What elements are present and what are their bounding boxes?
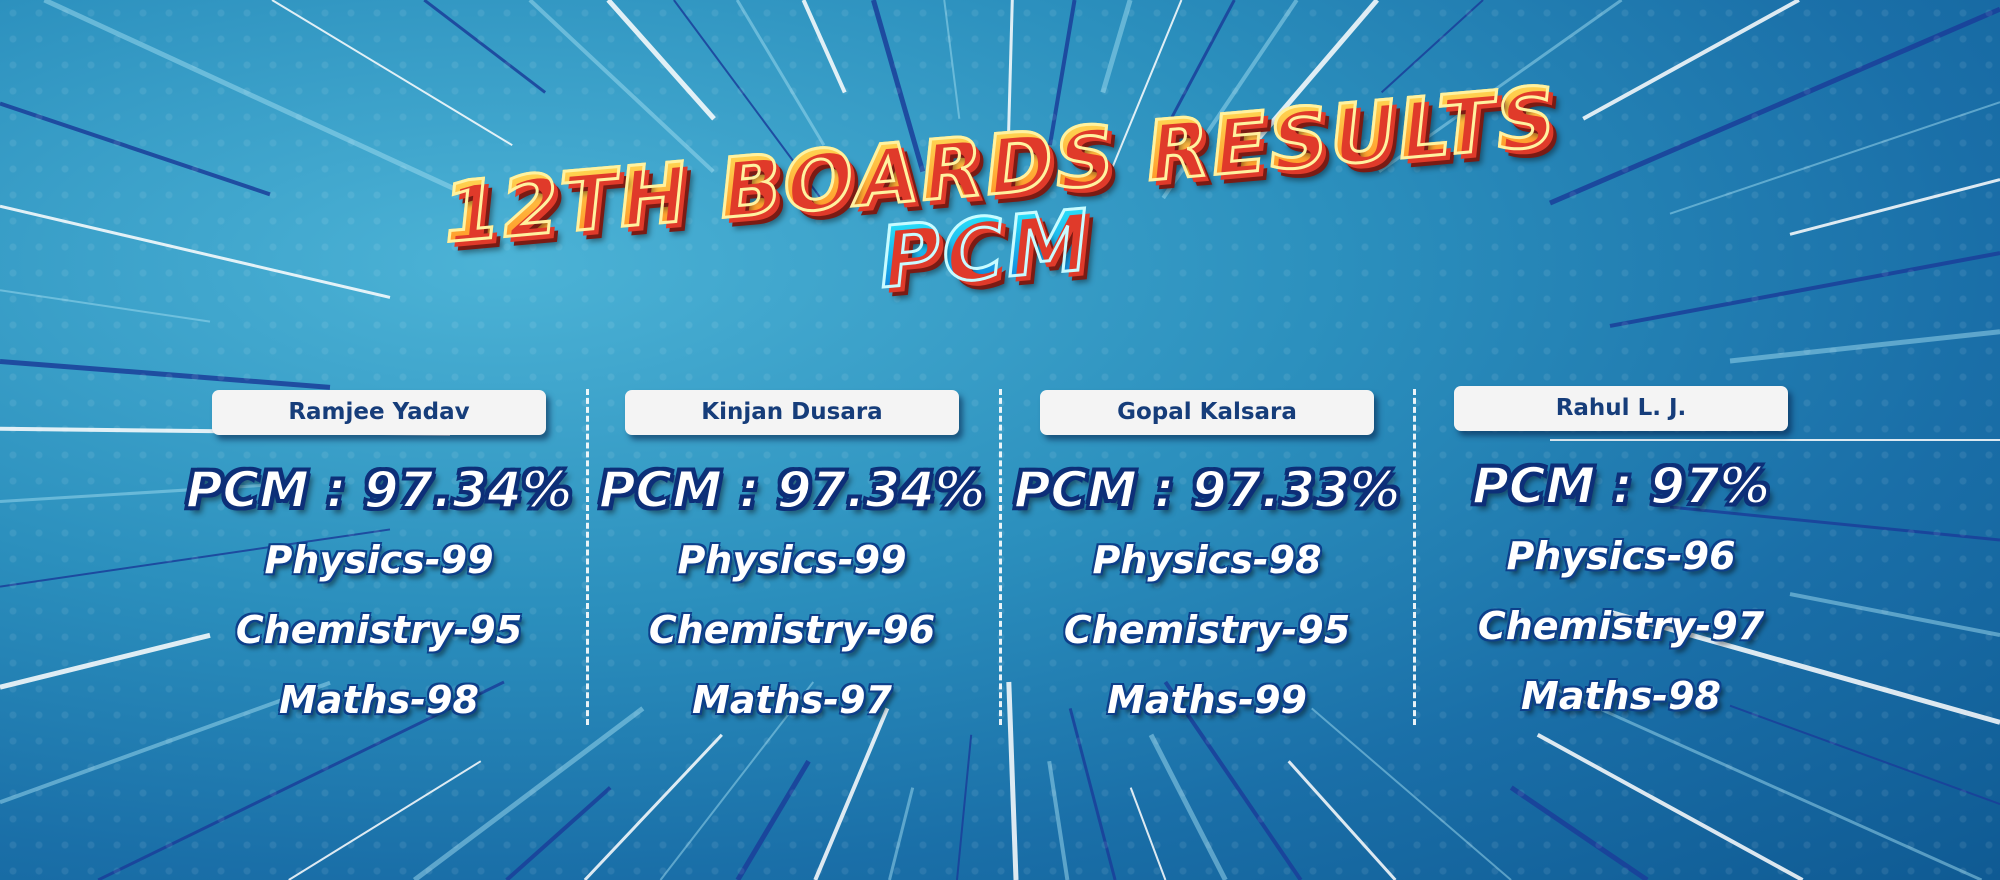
pcm-score: PCM : 97% — [1471, 456, 1771, 516]
chemistry-score: Chemistry-95 — [235, 608, 523, 652]
burst-line — [423, 0, 547, 94]
burst-line — [1169, 0, 1236, 120]
burst-line — [1609, 609, 2000, 725]
student-name: Rahul L. J. — [1454, 386, 1788, 431]
burst-line — [735, 0, 826, 146]
physics-score: Physics-96 — [1506, 534, 1736, 578]
burst-line — [1729, 704, 2000, 805]
burst-line — [1378, 0, 1623, 173]
burst-line — [735, 759, 811, 880]
physics-score: Physics-98 — [1092, 538, 1322, 582]
dashed-divider — [1413, 389, 1416, 725]
student-card: Gopal Kalsara PCM : 97.33% Physics-98 Ch… — [1007, 390, 1407, 735]
burst-line — [1669, 101, 2000, 215]
chemistry-score: Chemistry-95 — [1063, 608, 1351, 652]
burst-line — [1100, 0, 1133, 94]
burst-line — [659, 681, 815, 880]
burst-line — [1161, 0, 1299, 200]
burst-line — [0, 101, 271, 197]
burst-line — [1669, 505, 2000, 542]
pcm-score: PCM : 97.33% — [1013, 460, 1401, 520]
maths-score: Maths-99 — [1107, 678, 1307, 722]
dashed-divider — [999, 389, 1002, 725]
burst-line — [1047, 760, 1070, 880]
burst-line — [943, 0, 961, 119]
burst-line — [0, 528, 391, 588]
burst-line — [0, 483, 271, 503]
burst-line — [1539, 680, 1983, 880]
burst-line — [956, 734, 973, 880]
burst-line — [1549, 6, 2000, 206]
maths-score: Maths-97 — [692, 678, 892, 722]
burst-line — [1129, 787, 1167, 880]
student-name: Ramjee Yadav — [212, 390, 546, 435]
burst-line — [888, 787, 915, 880]
burst-line — [1250, 0, 1380, 147]
burst-line — [505, 786, 612, 880]
burst-line — [1047, 0, 1077, 146]
maths-score: Maths-98 — [279, 678, 479, 722]
burst-line — [43, 0, 476, 201]
burst-line — [1311, 707, 1512, 880]
burst-line — [1006, 681, 1019, 880]
chemistry-score: Chemistry-97 — [1477, 604, 1765, 648]
student-card: Rahul L. J. PCM : 97% Physics-96 Chemist… — [1421, 386, 1821, 731]
burst-line — [1148, 733, 1228, 880]
student-card: Kinjan Dusara PCM : 97.34% Physics-99 Ch… — [592, 390, 992, 735]
burst-line — [288, 760, 482, 880]
burst-line — [0, 289, 211, 323]
physics-score: Physics-99 — [264, 538, 494, 582]
burst-line — [1109, 0, 1183, 172]
dashed-divider — [586, 389, 589, 725]
chemistry-score: Chemistry-96 — [648, 608, 936, 652]
burst-line — [1163, 680, 1303, 880]
burst-line — [0, 680, 331, 805]
burst-line — [1609, 251, 2000, 328]
burst-line — [1729, 329, 2000, 364]
burst-line — [1005, 0, 1014, 199]
physics-score: Physics-99 — [677, 538, 907, 582]
pcm-score: PCM : 97.34% — [598, 460, 986, 520]
burst-line — [813, 707, 890, 880]
burst-line — [0, 204, 391, 299]
burst-line — [412, 706, 645, 880]
burst-line — [1287, 760, 1397, 880]
student-card: Ramjee Yadav PCM : 97.34% Physics-99 Che… — [179, 390, 579, 735]
burst-line — [673, 0, 822, 199]
burst-line — [871, 0, 926, 173]
burst-line — [1380, 0, 1484, 94]
student-name: Gopal Kalsara — [1040, 390, 1374, 435]
burst-line — [801, 0, 847, 94]
burst-line — [528, 0, 715, 174]
burst-line — [1789, 592, 2000, 638]
burst-line — [0, 358, 331, 390]
burst-line — [97, 680, 505, 880]
burst-line — [0, 632, 211, 690]
burst-line — [1536, 733, 1804, 880]
burst-line — [1509, 785, 1649, 880]
burst-line — [271, 0, 513, 147]
burst-line — [606, 0, 716, 121]
burst-line — [1582, 0, 1800, 121]
maths-score: Maths-98 — [1521, 674, 1721, 718]
burst-line — [1068, 708, 1117, 880]
student-name: Kinjan Dusara — [625, 390, 959, 435]
pcm-score: PCM : 97.34% — [185, 460, 573, 520]
burst-line — [1789, 178, 2000, 236]
burst-line — [583, 733, 723, 880]
